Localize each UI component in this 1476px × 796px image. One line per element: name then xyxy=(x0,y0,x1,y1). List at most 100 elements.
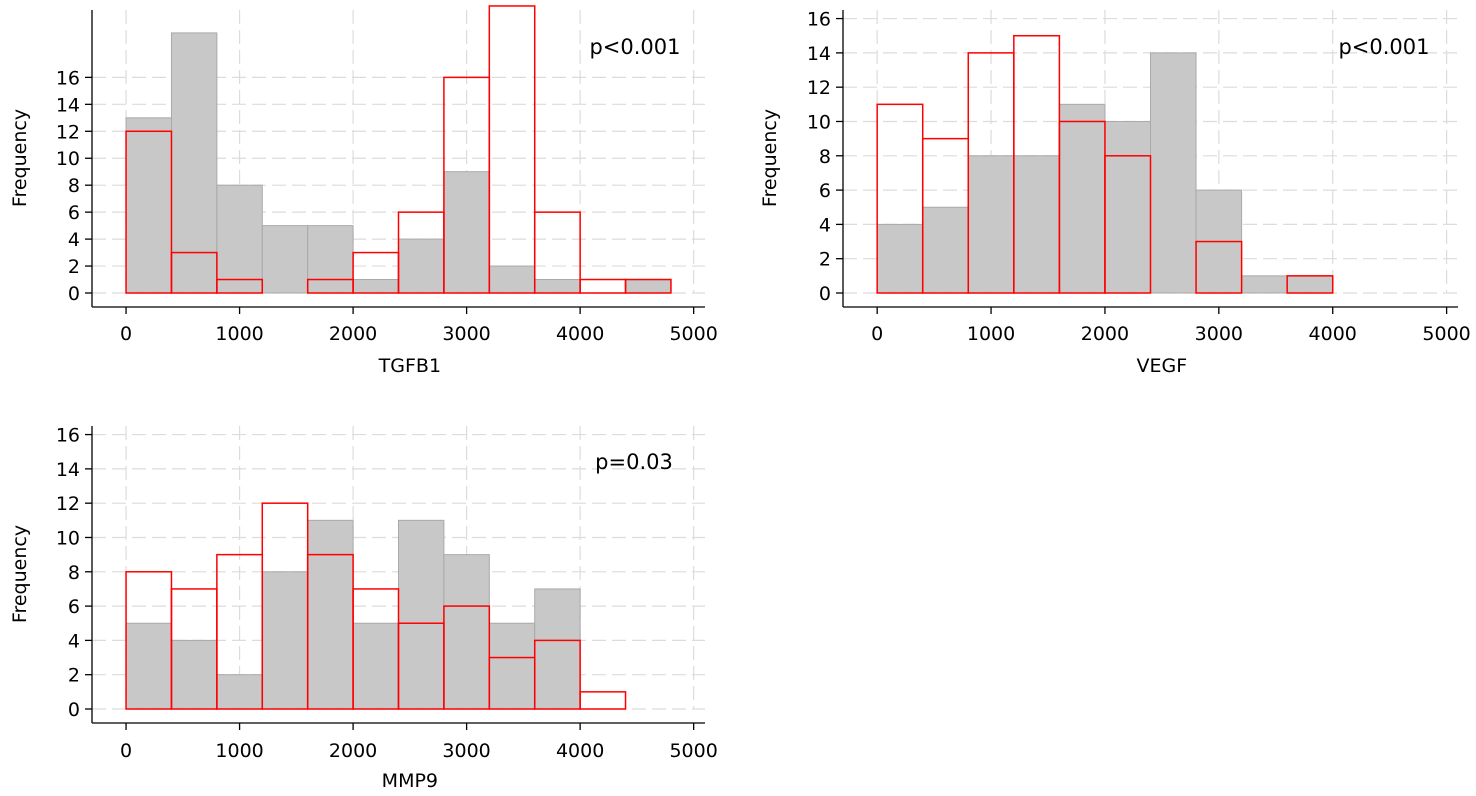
y-tick-label: 4 xyxy=(68,630,80,652)
y-tick-label: 2 xyxy=(68,665,80,687)
red-bar xyxy=(579,691,627,710)
y-tick-label: 14 xyxy=(807,43,831,65)
y-axis-label: Frequency xyxy=(759,109,781,207)
y-tick-label: 10 xyxy=(807,111,831,133)
y-tick-label: 2 xyxy=(68,256,80,278)
grey-bar xyxy=(125,117,172,294)
grey-bar xyxy=(534,279,581,294)
y-tick-label: 16 xyxy=(56,425,80,447)
y-tick-label: 8 xyxy=(68,175,80,197)
x-tick-label: 2000 xyxy=(329,323,377,345)
x-tick-label: 1000 xyxy=(215,740,263,762)
grey-bar xyxy=(1241,275,1288,294)
grey-bar xyxy=(967,155,1015,294)
x-tick-label: 3000 xyxy=(1195,323,1243,345)
chart-mmp9: 0 2 4 6 8 10 12 14 16 0 1000 2000 3000 4000 5000 MMP9 Fr… xyxy=(9,425,718,792)
x-tick-label: 1000 xyxy=(215,323,263,345)
grey-bar xyxy=(398,238,445,294)
grey-bar xyxy=(443,554,490,710)
y-tick-label: 6 xyxy=(68,202,80,224)
y-tick-label: 8 xyxy=(819,146,831,168)
y-tick-label: 4 xyxy=(819,214,831,236)
red-bar xyxy=(1286,275,1334,294)
p-value-annotation: p<0.001 xyxy=(589,35,680,59)
y-tick-label: 12 xyxy=(807,77,831,99)
x-tick-label: 4000 xyxy=(556,323,604,345)
grey-bar xyxy=(1286,275,1334,294)
x-tick-label: 0 xyxy=(871,323,883,345)
grey-bar xyxy=(170,32,218,294)
grey-bar xyxy=(216,674,263,710)
grey-bar xyxy=(307,225,354,294)
grey-bar xyxy=(922,206,969,294)
x-tick-label: 4000 xyxy=(1309,323,1357,345)
grey-bar xyxy=(1013,155,1060,294)
red-bar xyxy=(533,211,581,294)
red-bar xyxy=(533,639,581,710)
x-axis-label: VEGF xyxy=(1137,355,1188,377)
grey-bar xyxy=(488,265,536,294)
grey-bar xyxy=(488,622,536,710)
grey-bar xyxy=(443,171,490,294)
red-bar xyxy=(1104,155,1152,294)
y-tick-label: 0 xyxy=(68,283,80,305)
grey-bar xyxy=(876,223,924,294)
grey-bar xyxy=(1104,120,1152,294)
grey-bar xyxy=(307,519,354,710)
grey-bar xyxy=(398,519,445,710)
y-tick-label: 0 xyxy=(819,283,831,305)
y-tick-label: 14 xyxy=(56,94,80,116)
red-bar xyxy=(170,251,218,294)
x-tick-label: 5000 xyxy=(669,740,717,762)
y-tick-label: 16 xyxy=(56,67,80,89)
grey-bar xyxy=(534,588,581,710)
y-tick-label: 2 xyxy=(819,249,831,271)
x-tick-label: 5000 xyxy=(1422,323,1470,345)
red-bar xyxy=(125,130,173,294)
grey-bar xyxy=(125,622,172,710)
grey-bar xyxy=(170,639,218,710)
grey-bar xyxy=(352,622,399,710)
x-tick-label: 2000 xyxy=(329,740,377,762)
y-axis-label: Frequency xyxy=(9,525,31,623)
x-axis-label: TGFB1 xyxy=(378,355,441,377)
p-value-annotation: p<0.001 xyxy=(1338,35,1429,59)
grey-bar xyxy=(216,184,263,294)
x-tick-label: 3000 xyxy=(442,323,490,345)
x-tick-label: 1000 xyxy=(967,323,1015,345)
y-axis-label: Frequency xyxy=(9,109,31,207)
x-tick-label: 3000 xyxy=(442,740,490,762)
grey-bar xyxy=(625,279,672,294)
grey-bar xyxy=(1058,103,1106,294)
chart-vegf: 0 2 4 6 8 10 12 14 16 0 1000 2000 3000 4000 5000 VEGF Fr… xyxy=(759,9,1471,377)
y-tick-label: 10 xyxy=(56,527,80,549)
y-tick-label: 12 xyxy=(56,493,80,515)
y-tick-label: 16 xyxy=(807,9,831,31)
grey-bar xyxy=(261,225,309,294)
chart-tgfb1: 0 2 4 6 8 10 12 14 16 0 1000 2000 3000 4000 5000 TGFB1 F… xyxy=(9,5,718,377)
grey-bar xyxy=(1150,52,1197,294)
y-tick-label: 14 xyxy=(56,459,80,481)
red-bar xyxy=(1195,240,1243,294)
x-axis-label: MMP9 xyxy=(382,770,438,792)
p-value-annotation: p=0.03 xyxy=(595,450,673,474)
y-tick-label: 6 xyxy=(819,180,831,202)
red-bar xyxy=(579,278,627,294)
x-tick-label: 0 xyxy=(120,740,132,762)
x-tick-label: 4000 xyxy=(556,740,604,762)
grey-bar xyxy=(261,571,309,710)
x-tick-label: 2000 xyxy=(1081,323,1129,345)
y-tick-label: 0 xyxy=(68,699,80,721)
y-tick-label: 12 xyxy=(56,121,80,143)
x-tick-label: 0 xyxy=(120,323,132,345)
red-bar xyxy=(624,278,672,294)
y-tick-label: 8 xyxy=(68,562,80,584)
y-tick-label: 6 xyxy=(68,596,80,618)
red-bar xyxy=(216,278,264,294)
x-tick-label: 5000 xyxy=(669,323,717,345)
y-tick-label: 4 xyxy=(68,229,80,251)
grey-bar xyxy=(352,279,399,294)
y-tick-label: 10 xyxy=(56,148,80,170)
red-bar xyxy=(488,5,536,294)
